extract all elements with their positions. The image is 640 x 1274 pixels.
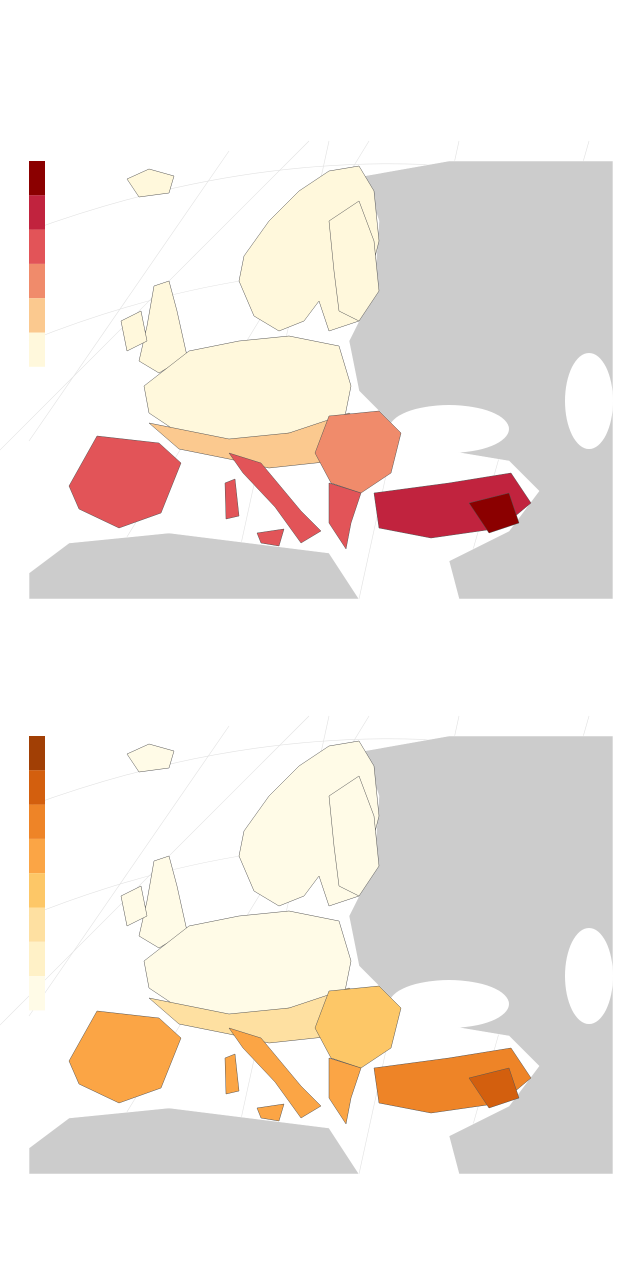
legend-swatch: [29, 941, 45, 977]
legend-swatch: [29, 907, 45, 942]
region-italy: [228, 1027, 322, 1119]
legend-swatch: [29, 838, 45, 874]
legend-swatch: [29, 263, 45, 299]
legend-swatch: [29, 161, 45, 196]
legend-swatch: [29, 873, 45, 908]
region-greece: [328, 482, 362, 550]
region-sicily: [256, 1103, 285, 1122]
region-sardinia: [224, 478, 240, 520]
region-iceland: [126, 168, 175, 198]
legend-swatch: [29, 976, 45, 1011]
region-balkans: [314, 985, 402, 1069]
legend-swatch: [29, 298, 45, 333]
region-iceland: [126, 743, 175, 773]
region-greece: [328, 1057, 362, 1125]
legend-swatch: [29, 736, 45, 771]
non-eu-land: [28, 1107, 360, 1175]
map: [0, 140, 614, 600]
legend-swatch: [29, 229, 45, 264]
legend-swatch: [29, 804, 45, 839]
graticule: [28, 150, 230, 442]
region-iberia: [68, 1010, 182, 1104]
region-iberia: [68, 435, 182, 529]
black-sea: [389, 980, 509, 1028]
region-balkans: [314, 410, 402, 494]
map: [0, 715, 614, 1175]
caspian-sea: [565, 928, 613, 1024]
legend-swatch: [29, 770, 45, 805]
region-finland: [328, 775, 380, 897]
region-sardinia: [224, 1053, 240, 1095]
region-southeast-turkey: [468, 1067, 520, 1109]
black-sea: [389, 405, 509, 453]
graticule: [28, 725, 230, 1017]
region-finland: [328, 200, 380, 322]
region-italy: [228, 452, 322, 544]
region-ireland: [120, 885, 148, 927]
non-eu-land: [28, 532, 360, 600]
legend-swatch: [29, 195, 45, 230]
legend-swatch: [29, 332, 45, 367]
caspian-sea: [565, 353, 613, 449]
region-southeast-turkey: [468, 492, 520, 534]
region-sicily: [256, 528, 285, 547]
region-ireland: [120, 310, 148, 352]
